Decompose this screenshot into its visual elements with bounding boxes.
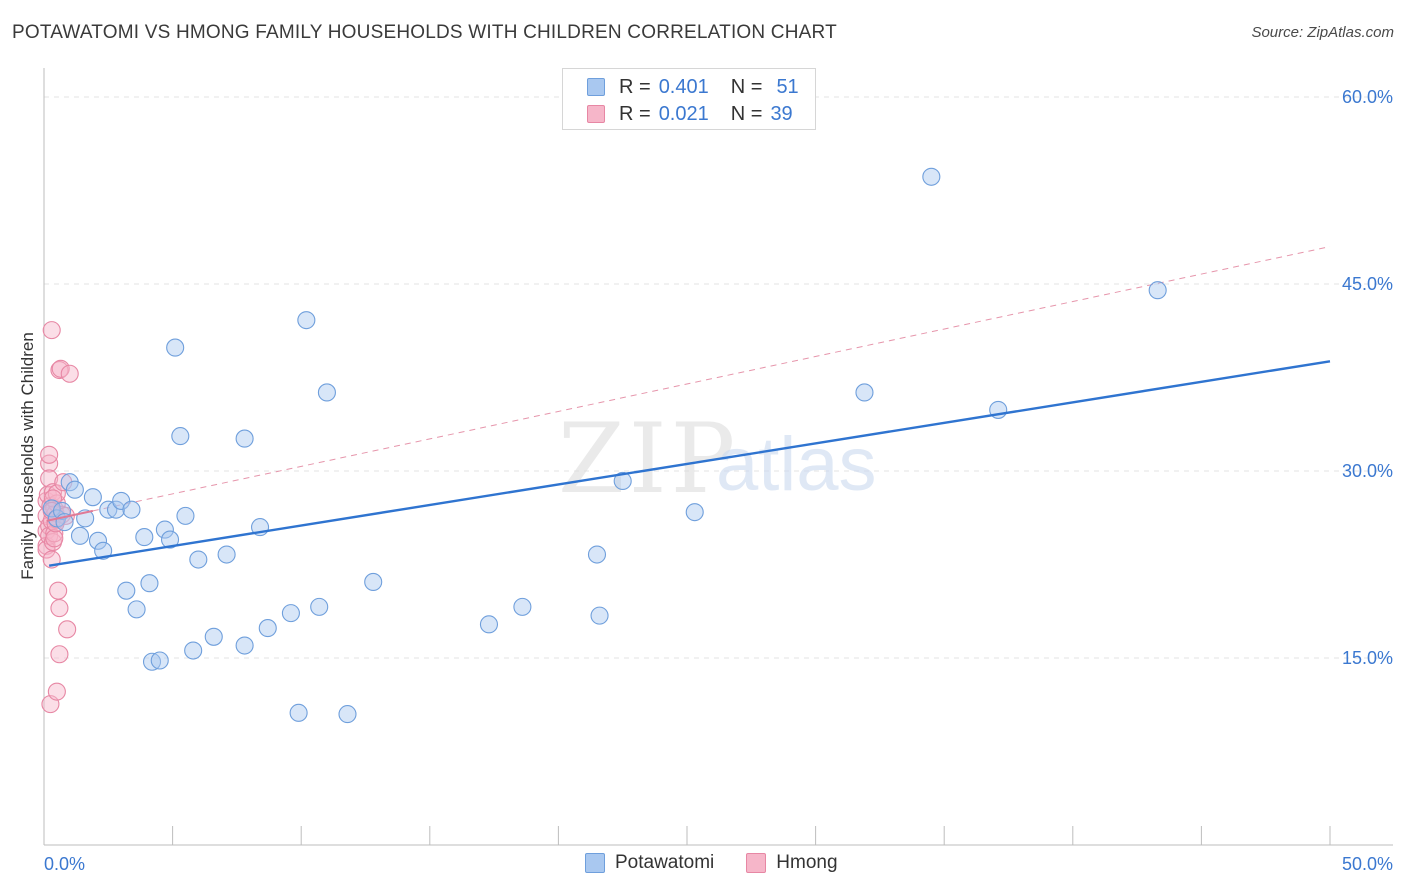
series-label-hmong: Hmong xyxy=(776,852,838,873)
potawatomi-point xyxy=(217,545,236,564)
potawatomi-point xyxy=(297,311,316,330)
y-tick-label: 45.0% xyxy=(1342,274,1393,294)
potawatomi-point xyxy=(166,338,185,357)
legend-swatch-hmong xyxy=(587,105,605,123)
series-swatch-potawatomi xyxy=(585,853,605,873)
potawatomi-point xyxy=(42,499,61,518)
y-axis-title: Family Households with Children xyxy=(18,332,37,580)
potawatomi-point xyxy=(613,471,632,491)
legend-r-value: 0.401 xyxy=(658,75,709,98)
x-tick-label-max: 50.0% xyxy=(1342,854,1393,874)
y-tick-label: 60.0% xyxy=(1342,87,1393,107)
watermark: ZIP atlas xyxy=(558,403,877,515)
hmong-point xyxy=(40,445,59,464)
points-layer xyxy=(37,167,1331,724)
watermark-zip: ZIP xyxy=(558,403,739,515)
legend-r-label: R = xyxy=(619,102,651,125)
potawatomi-point xyxy=(99,500,118,519)
legend-row-potawatomi: R = 0.401 N = 51 xyxy=(587,75,799,99)
potawatomi-point xyxy=(160,530,180,549)
source-label: Source: ZipAtlas.com xyxy=(1251,24,1394,41)
hmong-point xyxy=(50,645,69,664)
potawatomi-point xyxy=(142,652,162,671)
potawatomi-point xyxy=(364,572,383,592)
legend-n-value: 39 xyxy=(770,102,793,125)
potawatomi-point xyxy=(338,705,357,724)
legend-swatch-potawatomi xyxy=(587,78,605,96)
potawatomi-point xyxy=(171,427,190,446)
legend-row-hmong: R = 0.021 N = 39 xyxy=(587,102,793,126)
potawatomi-point xyxy=(685,503,704,522)
series-label-potawatomi: Potawatomi xyxy=(615,852,715,873)
potawatomi-point xyxy=(235,429,254,448)
hmong-point xyxy=(49,581,68,600)
hmong-trend-line-dashed xyxy=(92,246,1331,512)
potawatomi-point xyxy=(150,651,169,670)
correlation-legend: R = 0.401 N = 51 R = 0.021 N = 39 xyxy=(562,68,816,130)
hmong-point xyxy=(50,360,69,380)
legend-n-label: N = xyxy=(730,75,763,98)
series-legend: Potawatomi Hmong xyxy=(585,852,870,874)
potawatomi-trend-line xyxy=(48,360,1331,567)
hmong-point xyxy=(51,359,70,378)
potawatomi-point xyxy=(204,627,223,646)
potawatomi-point xyxy=(479,615,499,634)
legend-r-value: 0.021 xyxy=(658,102,709,125)
potawatomi-point xyxy=(184,641,203,660)
potawatomi-point xyxy=(235,636,254,655)
hmong-point xyxy=(50,599,69,618)
hmong-point xyxy=(45,529,64,548)
series-swatch-hmong xyxy=(746,853,767,873)
potawatomi-point xyxy=(140,574,159,593)
potawatomi-point xyxy=(258,619,277,638)
y-tick-label: 15.0% xyxy=(1342,648,1393,668)
axis-layer: 15.0% 30.0% 45.0% 60.0% xyxy=(43,68,1393,846)
potawatomi-point xyxy=(922,167,941,186)
potawatomi-point xyxy=(106,500,126,519)
hmong-point xyxy=(40,469,59,488)
potawatomi-point xyxy=(855,383,874,402)
hmong-point xyxy=(60,364,79,383)
potawatomi-point xyxy=(587,545,607,564)
potawatomi-point xyxy=(94,541,113,560)
hmong-point xyxy=(47,682,66,701)
potawatomi-point xyxy=(117,581,136,600)
potawatomi-point xyxy=(189,550,208,569)
legend-r-label: R = xyxy=(619,75,651,98)
potawatomi-point xyxy=(281,604,300,623)
chart-title: POTAWATOMI VS HMONG FAMILY HOUSEHOLDS WI… xyxy=(12,22,837,43)
potawatomi-point xyxy=(513,597,532,616)
potawatomi-point xyxy=(155,520,174,539)
series-legend-potawatomi: Potawatomi xyxy=(585,852,714,874)
potawatomi-point xyxy=(70,526,90,545)
potawatomi-point xyxy=(52,501,72,520)
hmong-point xyxy=(42,321,61,340)
series-legend-hmong: Hmong xyxy=(746,852,838,874)
potawatomi-point xyxy=(88,531,108,550)
hmong-point xyxy=(58,620,77,639)
trend-layer xyxy=(92,246,1331,512)
potawatomi-point xyxy=(590,606,609,625)
potawatomi-point xyxy=(1148,281,1167,300)
watermark-atlas: atlas xyxy=(716,422,877,507)
potawatomi-point xyxy=(289,703,308,722)
x-tick-label-min: 0.0% xyxy=(44,854,85,874)
potawatomi-point xyxy=(310,597,329,616)
legend-n-value: 51 xyxy=(776,75,799,98)
potawatomi-point xyxy=(122,500,141,519)
potawatomi-point xyxy=(83,488,102,507)
potawatomi-point xyxy=(317,383,336,402)
potawatomi-point xyxy=(176,506,195,525)
hmong-trend-line-solid xyxy=(46,509,94,522)
potawatomi-point xyxy=(127,600,146,619)
legend-n-label: N = xyxy=(730,102,763,125)
y-tick-label: 30.0% xyxy=(1342,461,1393,481)
potawatomi-point xyxy=(65,480,84,499)
potawatomi-point xyxy=(135,528,154,547)
grid-layer xyxy=(44,96,1393,659)
